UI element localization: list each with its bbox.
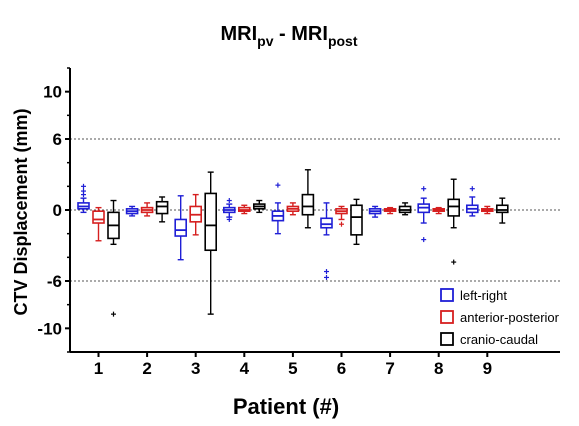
box-left-right-8 [417, 186, 431, 243]
legend-label-cranio-caudal: cranio-caudal [460, 332, 538, 347]
outlier-marker [469, 186, 475, 192]
x-axis: 1 2 3 4 5 6 7 8 9 [70, 351, 560, 378]
box-anterior-posterior-8 [432, 206, 446, 215]
box-left-right-9 [465, 186, 479, 217]
x-tick-label: 8 [434, 359, 443, 378]
outlier-marker [451, 259, 457, 265]
box-left-right-5 [271, 182, 285, 235]
x-tick-label: 7 [385, 359, 394, 378]
outlier-marker [324, 269, 329, 275]
x-axis-label: Patient (#) [233, 394, 339, 419]
box-cranio-caudal-3 [204, 171, 217, 315]
title-separator: - MRI [274, 23, 328, 45]
x-tick-label: 2 [142, 359, 151, 378]
y-tick-label: 6 [53, 130, 62, 149]
y-tick-label: -10 [37, 319, 62, 338]
box-cranio-caudal-2 [155, 196, 169, 223]
box-groups [77, 169, 509, 317]
y-tick-label: 0 [53, 201, 62, 220]
box-iqr [174, 218, 187, 237]
y-tick-label: -6 [47, 272, 62, 291]
box-iqr [155, 200, 169, 215]
legend-swatch-cranio-caudal [440, 332, 454, 346]
box-iqr [350, 204, 363, 236]
box-left-right-2 [125, 205, 139, 217]
box-iqr [92, 210, 105, 224]
legend-swatch-left-right [440, 288, 454, 302]
box-cranio-caudal-6 [350, 198, 363, 246]
outlier-marker [324, 274, 329, 280]
box-cranio-caudal-7 [398, 202, 412, 216]
legend-label-left-right: left-right [460, 288, 507, 303]
box-cranio-caudal-4 [253, 199, 266, 214]
box-left-right-3 [174, 195, 187, 261]
box-cranio-caudal-8 [447, 178, 461, 265]
box-left-right-6 [320, 202, 333, 280]
box-cranio-caudal-5 [301, 169, 315, 229]
x-tick-label: 5 [288, 359, 297, 378]
x-tick-label: 9 [483, 359, 492, 378]
box-iqr [301, 193, 315, 216]
chart-title: MRIpv - MRIpost [220, 23, 357, 49]
y-axis: 10 6 0 -6 -10 [37, 67, 71, 353]
box-iqr [495, 204, 509, 214]
box-anterior-posterior-1 [92, 206, 105, 242]
box-cranio-caudal-9 [495, 197, 509, 224]
box-iqr [204, 192, 217, 252]
title-sub-2: post [328, 33, 358, 49]
outlier-marker [421, 237, 427, 243]
box-anterior-posterior-4 [238, 204, 251, 215]
legend-label-anterior-posterior: anterior-posterior [460, 310, 560, 325]
outlier-marker [81, 188, 86, 194]
outlier-marker [111, 311, 116, 317]
box-cranio-caudal-1 [107, 199, 120, 317]
box-iqr [320, 217, 333, 229]
box-anterior-posterior-6 [335, 205, 348, 227]
box-anterior-posterior-2 [140, 202, 154, 217]
outlier-marker [339, 221, 344, 227]
box-anterior-posterior-7 [383, 206, 397, 215]
outlier-marker [421, 186, 427, 192]
x-tick-label: 3 [191, 359, 200, 378]
box-iqr [447, 198, 461, 217]
box-left-right-7 [368, 205, 382, 218]
x-tick-label: 6 [337, 359, 346, 378]
outlier-marker [275, 182, 281, 188]
y-tick-label: 10 [43, 83, 62, 102]
outlier-marker [81, 183, 86, 189]
box-left-right-4 [223, 198, 236, 222]
box-anterior-posterior-3 [189, 193, 202, 236]
y-axis-label: CTV Displacement (mm) [11, 108, 31, 315]
title-main: MRI [220, 23, 257, 45]
outlier-marker [226, 216, 232, 222]
x-tick-label: 1 [94, 359, 103, 378]
legend: left-right anterior-posterior cranio-cauda… [440, 288, 560, 347]
box-left-right-1 [77, 183, 90, 214]
box-anterior-posterior-9 [480, 205, 494, 215]
x-tick-label: 4 [240, 359, 250, 378]
outlier-marker [226, 198, 232, 204]
legend-swatch-anterior-posterior [440, 310, 454, 324]
title-sub-1: pv [257, 33, 274, 49]
box-anterior-posterior-5 [286, 202, 300, 216]
